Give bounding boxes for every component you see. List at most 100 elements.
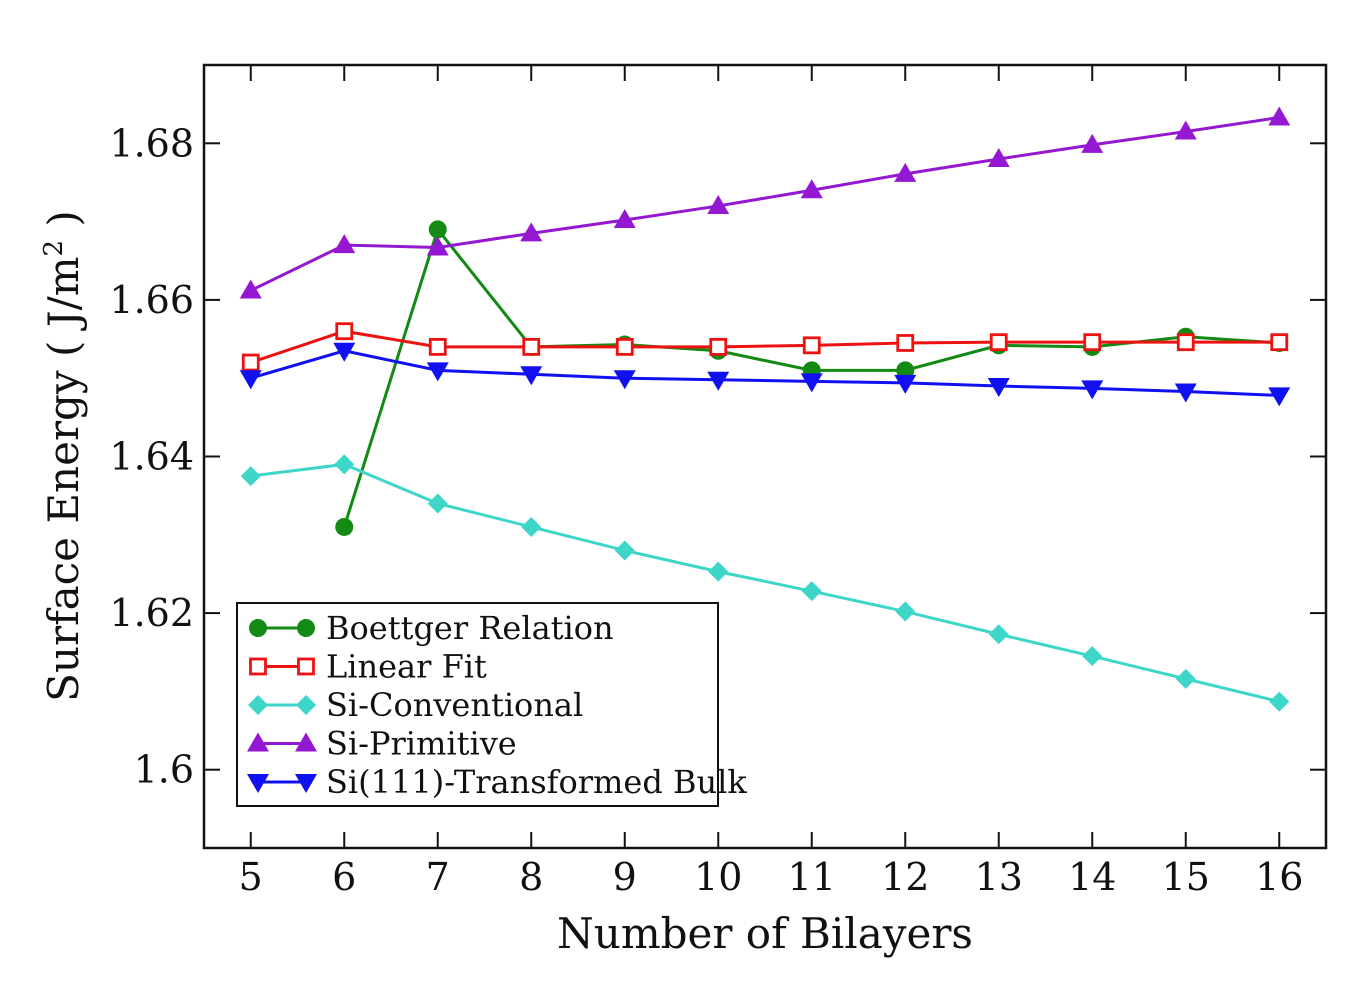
series-3 [239,106,1291,299]
y-axis-title-main: Surface Energy ( J/m [39,256,88,701]
data-point [987,147,1010,167]
data-point [895,601,916,622]
data-point [333,234,356,254]
data-point [521,516,542,537]
data-point [1082,646,1103,667]
legend-entry: Boettger Relation [249,609,614,647]
data-point [522,337,541,356]
data-point [988,624,1009,645]
series-line [250,349,1280,397]
data-point [426,236,449,256]
data-point [1176,333,1195,352]
x-tick-label: 13 [975,855,1023,899]
series-2 [240,454,1290,712]
x-axis: 5 6 7 8 9 10 11 12 13 14 15 16 [239,65,1303,899]
data-point [896,361,915,380]
y-tick-label: 1.66 [109,278,194,322]
data-point [239,370,262,390]
legend-marker [295,774,317,793]
data-point [707,371,730,391]
series-1 [241,322,1289,372]
legend-marker [247,732,269,752]
data-point [239,279,262,299]
data-point [894,374,917,394]
series-line [250,329,1280,364]
data-point [426,362,449,382]
legend-entry: Si(111)-Transformed Bulk [247,763,747,801]
x-tick-label: 14 [1068,855,1116,899]
data-point [241,353,260,372]
legend-marker [248,695,268,715]
data-point [1268,387,1291,407]
y-axis-title-close: ) [39,210,88,240]
data-point [1174,383,1197,403]
y-axis: 1.6 1.62 1.64 1.66 1.68 [109,121,1326,792]
data-point [428,337,447,356]
legend-label: Si-Conventional [326,686,583,724]
x-tick-label: 16 [1255,855,1303,899]
x-axis-title: Number of Bilayers [557,909,973,958]
data-point [1081,133,1104,153]
data-point [615,337,634,356]
data-point [801,581,822,602]
data-point [1083,333,1102,352]
data-point [613,370,636,390]
y-tick-label: 1.64 [109,435,194,479]
legend-marker [295,732,317,752]
data-point [989,333,1008,352]
data-point [802,336,821,355]
x-tick-label: 8 [519,855,543,899]
legend-marker [297,619,315,637]
data-point [613,209,636,229]
legend-entry: Si-Primitive [247,725,517,763]
series-layer [239,106,1291,712]
legend-entry: Linear Fit [249,648,487,686]
legend-box [236,602,719,807]
x-tick-label: 10 [694,855,742,899]
x-tick-label: 6 [332,855,356,899]
data-point [707,194,730,214]
data-point [987,378,1010,398]
x-tick-label: 9 [613,855,637,899]
data-point [800,373,823,393]
legend-marker [247,774,269,793]
y-tick-label: 1.62 [109,591,194,635]
data-point [335,517,354,536]
data-point [1269,691,1290,712]
data-point [708,561,729,582]
legend-entry: Si-Conventional [248,686,583,724]
data-point [896,334,915,352]
data-point [800,179,823,199]
data-point [428,220,447,239]
data-point [427,493,448,514]
data-point [1174,120,1197,140]
y-axis-title-superscript: 2 [39,240,69,257]
data-point [334,454,355,475]
data-point [1175,668,1196,689]
x-tick-label: 7 [426,855,450,899]
legend-marker [249,657,267,676]
x-tick-label: 15 [1162,855,1210,899]
series-4 [239,342,1291,407]
series-line [250,115,1280,292]
data-point [614,540,635,561]
legend-label: Si(111)-Transformed Bulk [326,763,747,801]
data-point [335,322,354,341]
data-point [1268,106,1291,126]
legend-marker [249,619,267,637]
y-tick-label: 1.68 [109,121,194,165]
y-axis-title: Surface Energy ( J/m2 ) [39,210,88,702]
x-tick-label: 5 [239,855,263,899]
legend-marker [296,695,316,715]
data-point [240,466,261,487]
x-tick-label: 12 [881,855,929,899]
data-point [333,342,356,362]
data-point [1270,333,1289,352]
data-point [894,162,917,182]
x-tick-label: 11 [788,855,836,899]
legend-label: Linear Fit [326,648,487,686]
y-tick-label: 1.6 [134,748,194,792]
data-point [520,366,543,386]
